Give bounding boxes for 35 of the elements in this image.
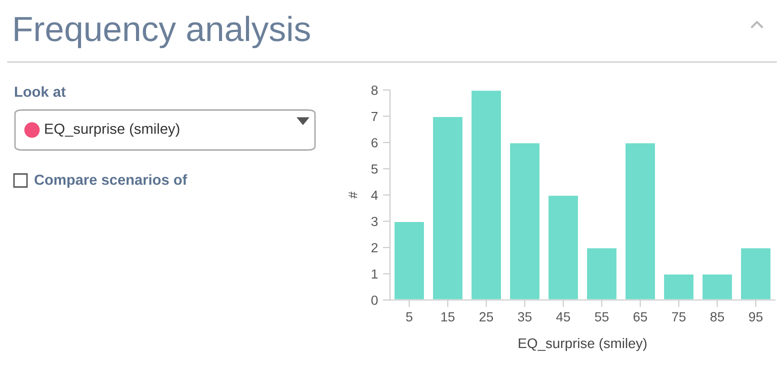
bar bbox=[586, 246, 618, 300]
y-tick-label: 0 bbox=[371, 296, 378, 305]
bar bbox=[662, 273, 695, 300]
bar bbox=[393, 220, 426, 300]
bar bbox=[740, 246, 772, 300]
x-tick-label: 45 bbox=[556, 312, 570, 322]
bar bbox=[701, 273, 734, 300]
y-tick-label: 2 bbox=[372, 243, 378, 252]
y-tick-label: 1 bbox=[372, 269, 378, 279]
y-tick-label: 4 bbox=[371, 190, 378, 200]
text: Compare scenarios of bbox=[34, 174, 188, 188]
bar bbox=[624, 142, 656, 300]
bar bbox=[508, 142, 541, 300]
y-tick-label: 6 bbox=[372, 138, 378, 148]
y-tick-label: 5 bbox=[371, 164, 378, 174]
y-tick-label: 7 bbox=[372, 112, 378, 122]
x-tick-label: 35 bbox=[518, 312, 532, 322]
chart-title: Frequency analysis bbox=[14, 16, 310, 48]
x-tick-label: 65 bbox=[634, 312, 648, 322]
x-tick-label: 55 bbox=[594, 312, 609, 322]
x-tick-label: 5 bbox=[406, 312, 412, 322]
bar bbox=[432, 116, 464, 300]
y-tick-label: 3 bbox=[371, 216, 378, 226]
x-tick-label: 25 bbox=[480, 312, 494, 322]
bar bbox=[547, 194, 580, 300]
x-tick-label: 75 bbox=[672, 312, 686, 322]
x-tick-label: 85 bbox=[710, 312, 724, 322]
text: Look at bbox=[14, 86, 66, 97]
x-tick-label: 15 bbox=[441, 312, 455, 322]
bar bbox=[470, 90, 502, 300]
x-axis-title: EQ_surprise (smiley) bbox=[518, 338, 646, 351]
x-tick-label: 95 bbox=[749, 312, 763, 322]
text: EQ_surprise (smiley) bbox=[45, 123, 180, 137]
y-axis-title: # bbox=[348, 192, 358, 198]
y-tick-label: 8 bbox=[371, 86, 378, 95]
